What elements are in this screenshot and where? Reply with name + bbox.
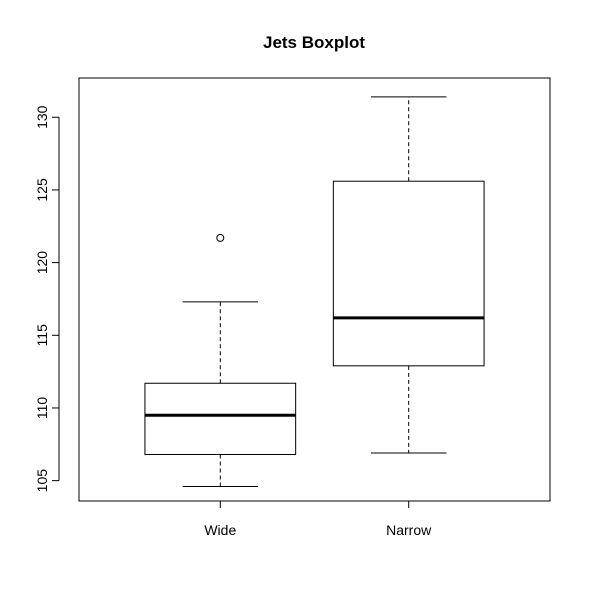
iqr-box <box>144 382 297 455</box>
y-tick-label: 105 <box>34 469 50 493</box>
chart-title: Jets Boxplot <box>263 33 365 52</box>
x-tick-label: Narrow <box>386 522 432 538</box>
y-tick-label: 110 <box>34 397 50 420</box>
iqr-box <box>332 180 485 367</box>
x-axis: Wide Narrow <box>204 500 432 538</box>
outlier-point <box>216 233 225 242</box>
y-tick-label: 115 <box>34 324 50 347</box>
box-wide <box>144 233 297 487</box>
y-tick-label: 125 <box>34 178 50 202</box>
box-narrow <box>332 96 485 454</box>
y-tick-label: 120 <box>34 251 50 275</box>
x-tick-label: Wide <box>204 522 236 538</box>
y-axis: 105 110 115 120 125 130 <box>34 105 60 493</box>
boxes-layer <box>144 96 485 487</box>
y-tick-label: 130 <box>34 105 50 129</box>
